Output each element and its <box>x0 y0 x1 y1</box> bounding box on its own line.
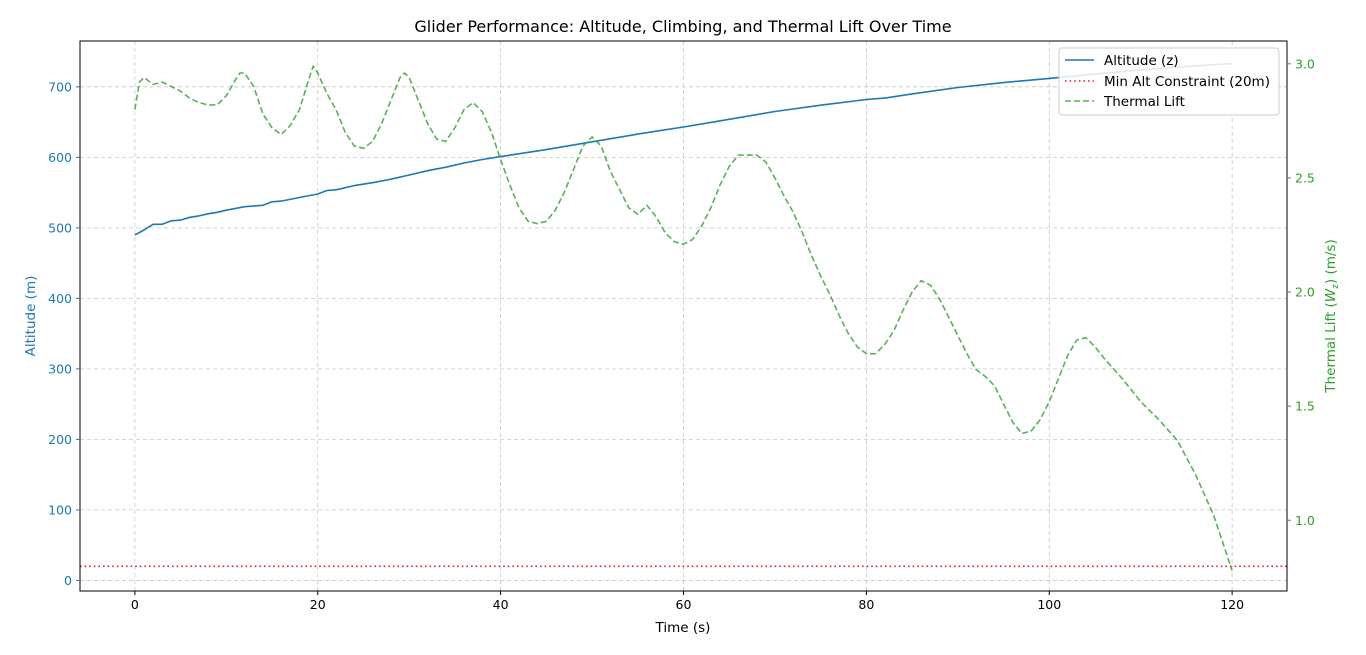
x-tick-label: 40 <box>493 597 509 612</box>
y-right-tick-label: 3.0 <box>1295 56 1315 71</box>
y-left-tick-label: 500 <box>48 220 72 235</box>
legend-label-thermal: Thermal Lift <box>1103 94 1185 110</box>
x-tick-label: 100 <box>1037 597 1061 612</box>
y-axis-left-label: Altitude (m) <box>23 276 39 357</box>
x-tick-label: 80 <box>858 597 874 612</box>
grid-lines <box>80 41 1287 591</box>
y-left-tick-label: 100 <box>48 502 72 517</box>
x-tick-label: 120 <box>1220 597 1244 612</box>
chart-title: Glider Performance: Altitude, Climbing, … <box>414 17 951 36</box>
legend: Altitude (z) Min Alt Constraint (20m) Th… <box>1058 47 1280 116</box>
y-axis-right-label: Thermal Lift (Wz) (m/s) <box>1323 239 1341 393</box>
x-axis: 0 20 40 60 80 100 120 <box>131 591 1244 612</box>
y-right-tick-label: 1.5 <box>1295 399 1315 414</box>
y-axis-left: 0 100 200 300 400 500 600 700 <box>48 79 80 588</box>
y-right-tick-label: 2.5 <box>1295 170 1315 185</box>
y-left-tick-label: 400 <box>48 291 72 306</box>
y-left-tick-label: 300 <box>48 361 72 376</box>
legend-item-constraint: Min Alt Constraint (20m) <box>1065 74 1270 90</box>
thermal-lift-line <box>134 65 1233 571</box>
y-right-tick-label: 2.0 <box>1295 285 1315 300</box>
y-left-tick-label: 200 <box>48 432 72 447</box>
y-right-tick-label: 1.0 <box>1295 513 1315 528</box>
y-left-tick-label: 0 <box>64 573 72 588</box>
legend-item-altitude: Altitude (z) <box>1065 53 1179 69</box>
legend-box <box>1058 47 1280 116</box>
x-tick-label: 60 <box>676 597 692 612</box>
y-axis-right: 1.0 1.5 2.0 2.5 3.0 <box>1287 56 1315 528</box>
legend-item-thermal: Thermal Lift <box>1065 94 1185 110</box>
series-layer <box>80 62 1287 571</box>
altitude-line <box>134 62 1233 236</box>
x-tick-label: 20 <box>310 597 326 612</box>
x-axis-label: Time (s) <box>655 620 711 636</box>
y-left-tick-label: 700 <box>48 79 72 94</box>
legend-label-altitude: Altitude (z) <box>1104 53 1179 69</box>
legend-label-constraint: Min Alt Constraint (20m) <box>1104 74 1270 90</box>
y-left-tick-label: 600 <box>48 150 72 165</box>
x-tick-label: 0 <box>131 597 139 612</box>
